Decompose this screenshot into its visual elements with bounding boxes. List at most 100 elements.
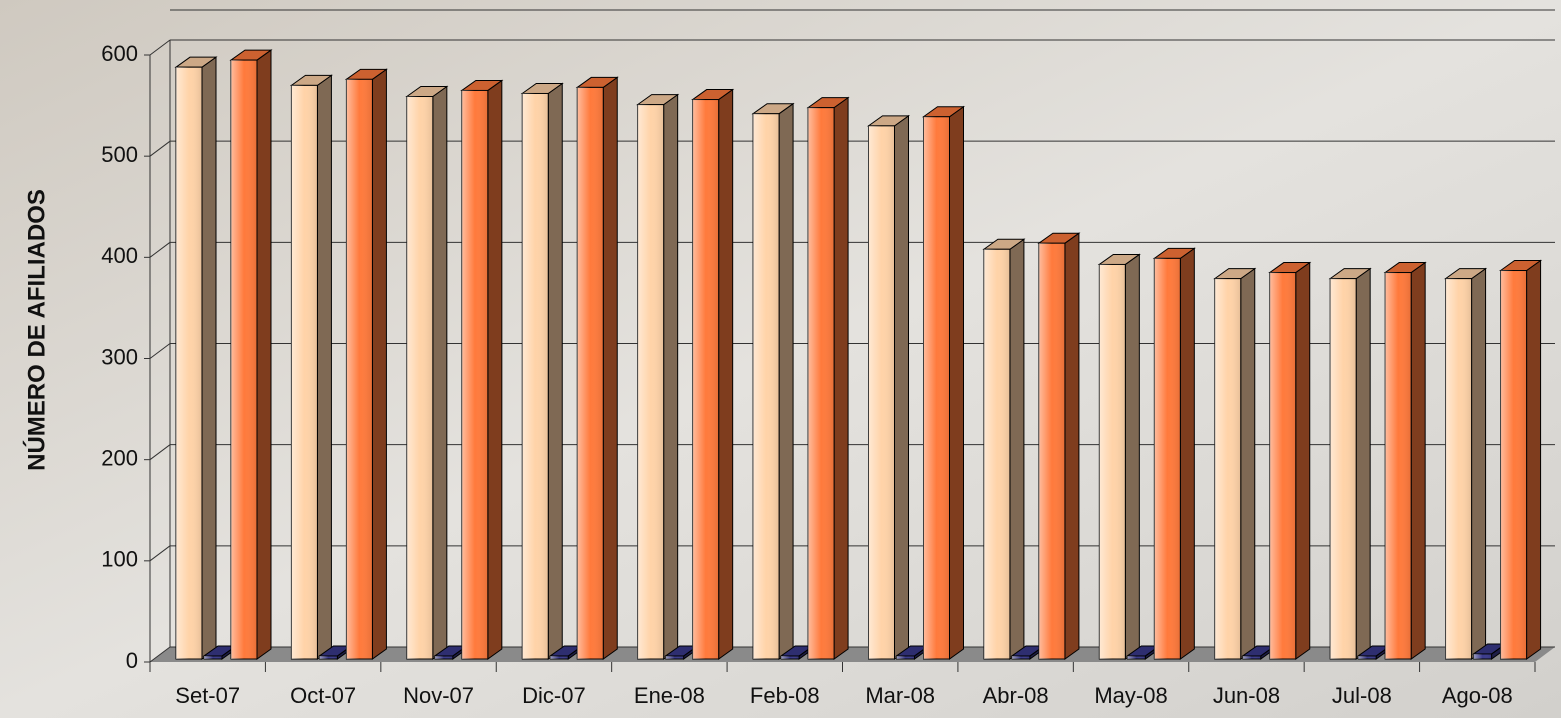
bar-shine	[577, 87, 604, 660]
bar-side-shade	[1064, 233, 1079, 659]
bar-side-shade	[1411, 262, 1426, 659]
bar-shine	[1358, 655, 1377, 659]
y-tick-label: 500	[101, 142, 138, 167]
bar-top-shade	[868, 115, 909, 126]
bar-top-shade	[291, 75, 332, 86]
bar-top-shade	[923, 106, 964, 117]
bar-shine	[1214, 278, 1241, 659]
bar-top-shade	[1500, 260, 1541, 271]
x-tick-label: Abr-08	[983, 683, 1049, 708]
y-tick-label: 200	[101, 445, 138, 470]
bar-shine	[692, 99, 719, 659]
bar-shine	[231, 60, 257, 660]
y-tick-label: 600	[101, 41, 138, 66]
bar-side-shade	[834, 97, 849, 660]
bar-shine	[522, 93, 549, 659]
bar-side-shade	[1180, 248, 1195, 659]
bar-side-shade	[1125, 254, 1140, 659]
bar-top-shade	[1127, 645, 1160, 656]
bar-shine	[1038, 243, 1065, 659]
bar-shine	[346, 79, 373, 659]
y-tick-label: 400	[101, 243, 138, 268]
x-tick-label: Jul-08	[1332, 683, 1392, 708]
bar-side-shade	[663, 94, 678, 659]
bar-top-shade	[346, 69, 387, 80]
bar-shine	[1269, 272, 1296, 659]
x-tick-label: Ago-08	[1442, 683, 1513, 708]
bar-side-shade	[894, 115, 909, 659]
bar-top-shade	[1445, 268, 1486, 279]
grid-depth-line	[149, 343, 171, 359]
bar-shine	[923, 116, 950, 660]
bar-side-shade	[1295, 262, 1310, 659]
bar-top-shade	[577, 77, 618, 88]
bar-top-shade	[1038, 233, 1079, 244]
bar-shine	[637, 104, 664, 659]
bar-top-shade	[896, 645, 929, 656]
y-tick-label: 100	[101, 547, 138, 572]
bar-top-shade	[461, 80, 502, 91]
bar-top-shade	[1214, 268, 1255, 279]
bar-top-shade	[781, 645, 814, 656]
y-tick-label: 300	[101, 344, 138, 369]
bar-shine	[753, 113, 780, 659]
bar-top-shade	[319, 645, 352, 656]
bar-side-shade	[779, 103, 794, 659]
grid-depth-line	[149, 39, 171, 56]
bar-shine	[868, 125, 895, 659]
bar-side-shade	[1471, 268, 1486, 659]
bar-top-shade	[1385, 262, 1426, 273]
bar-top-shade	[522, 83, 563, 94]
bar-top-shade	[692, 89, 733, 100]
bar-top-shade	[808, 97, 849, 108]
bar-side-shade	[1356, 268, 1371, 659]
bar-side-shade	[718, 89, 733, 659]
bar-side-shade	[1526, 260, 1541, 659]
bar-top-shade	[1269, 262, 1310, 273]
bar-top-shade	[665, 645, 698, 656]
x-tick-label: Dic-07	[522, 683, 586, 708]
bar-shine	[1099, 264, 1126, 659]
bar-side-shade	[202, 57, 216, 660]
bar-top-shade	[204, 645, 236, 656]
bar-top-shade	[1099, 254, 1140, 265]
bar-shine	[896, 655, 915, 659]
bar-side-shade	[257, 50, 271, 660]
bar-top-shade	[406, 86, 447, 97]
bar-side-shade	[548, 83, 563, 659]
bar-side-shade	[432, 86, 447, 660]
y-axis-title: NÚMERO DE AFILIADOS	[22, 189, 50, 471]
bar-shine	[1242, 655, 1261, 659]
bar-shine	[665, 655, 684, 659]
x-tick-label: Jun-08	[1213, 683, 1280, 708]
bar-shine	[176, 67, 202, 660]
bar-shine	[319, 655, 338, 659]
grid-depth-line	[149, 241, 171, 258]
floor	[150, 647, 1555, 662]
bar-top-shade	[1330, 268, 1371, 279]
bar-shine	[808, 107, 835, 660]
bar-top-shade	[637, 94, 678, 105]
grid-depth-line	[149, 545, 171, 562]
x-tick-label: Mar-08	[865, 683, 935, 708]
grid-depth-line	[149, 444, 171, 461]
bar-top-shade	[753, 103, 794, 114]
bar-shine	[1127, 655, 1146, 659]
x-tick-label: May-08	[1094, 683, 1167, 708]
x-tick-label: Ene-08	[634, 683, 705, 708]
x-tick-label: Oct-07	[290, 683, 356, 708]
bar-shine	[1330, 278, 1357, 659]
bar-top-shade	[434, 645, 467, 656]
bar-top-shade	[1011, 645, 1044, 656]
bar-shine	[983, 249, 1010, 659]
bar-shine	[434, 655, 453, 659]
bar-shine	[1011, 655, 1030, 659]
bar-top-shade	[1154, 248, 1195, 259]
bar-side-shade	[1009, 239, 1024, 659]
bar-shine	[1154, 258, 1181, 659]
x-tick-label: Set-07	[175, 683, 240, 708]
bar-top-shade	[1358, 645, 1391, 656]
bar-side-shade	[603, 77, 618, 660]
bar-top-shade	[983, 239, 1024, 250]
